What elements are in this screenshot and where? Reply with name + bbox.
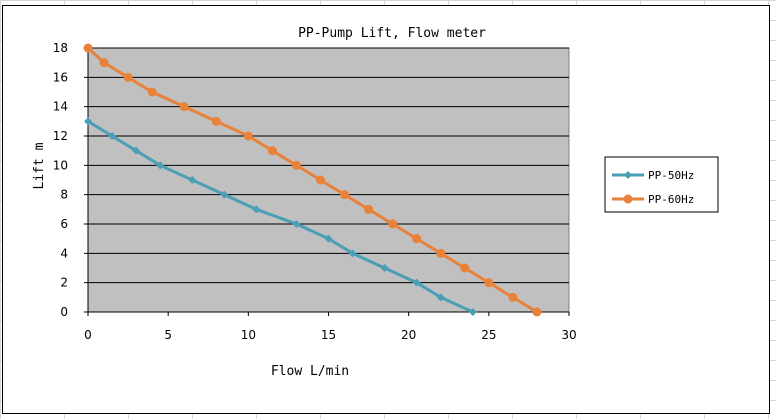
data-point	[267, 146, 277, 156]
data-point	[252, 205, 261, 214]
x-tick-label: 30	[561, 328, 576, 342]
y-tick-label: 8	[60, 188, 68, 202]
data-point	[291, 160, 301, 170]
x-tick-label: 10	[241, 328, 256, 342]
data-point	[108, 132, 117, 140]
data-point	[123, 72, 133, 82]
chart-title: PP-Pump Lift, Flow meter	[298, 26, 486, 41]
data-point	[132, 146, 141, 155]
data-point	[147, 87, 157, 97]
plot-area	[87, 47, 570, 313]
data-point	[380, 264, 389, 272]
data-point	[468, 308, 477, 316]
data-point	[99, 58, 109, 68]
y-tick-label: 16	[53, 70, 68, 84]
data-point	[348, 249, 357, 258]
legend-box	[604, 156, 719, 213]
data-point	[412, 278, 421, 287]
data-point	[324, 234, 333, 243]
data-point	[292, 220, 301, 228]
y-tick-label: 14	[53, 100, 68, 114]
data-point	[436, 248, 446, 258]
data-point	[315, 175, 325, 185]
data-point	[179, 102, 189, 112]
legend-label: PP-60Hz	[648, 193, 694, 206]
x-tick-label: 25	[481, 328, 496, 342]
data-point	[188, 176, 197, 184]
y-tick-label: 2	[60, 276, 68, 290]
y-axis-label: Lift m	[32, 142, 47, 189]
data-point	[388, 219, 398, 229]
legend-marker	[623, 194, 633, 204]
y-tick-label: 0	[60, 305, 68, 319]
data-point	[220, 190, 229, 199]
data-point	[508, 292, 518, 302]
x-tick-label: 20	[401, 328, 416, 342]
data-point	[243, 131, 253, 141]
y-tick-label: 18	[53, 41, 68, 55]
data-point	[83, 43, 93, 53]
data-point	[532, 307, 542, 317]
data-point	[460, 263, 470, 273]
data-point	[340, 190, 350, 200]
data-point	[364, 204, 374, 214]
legend-marker	[624, 171, 632, 179]
x-axis-label: Flow L/min	[271, 364, 349, 379]
data-point	[436, 293, 445, 302]
legend-label: PP-50Hz	[648, 169, 694, 182]
y-tick-label: 6	[60, 217, 68, 231]
x-tick-label: 15	[321, 328, 336, 342]
series-line-PP-50Hz	[87, 120, 474, 314]
data-point	[211, 116, 221, 126]
x-tick-label: 0	[84, 328, 92, 342]
y-tick-label: 12	[53, 129, 68, 143]
data-point	[484, 278, 494, 288]
data-point	[156, 161, 165, 170]
y-tick-label: 10	[53, 158, 68, 172]
x-tick-label: 5	[164, 328, 172, 342]
data-point	[84, 117, 92, 126]
y-tick-label: 4	[60, 246, 68, 260]
data-point	[412, 234, 422, 244]
